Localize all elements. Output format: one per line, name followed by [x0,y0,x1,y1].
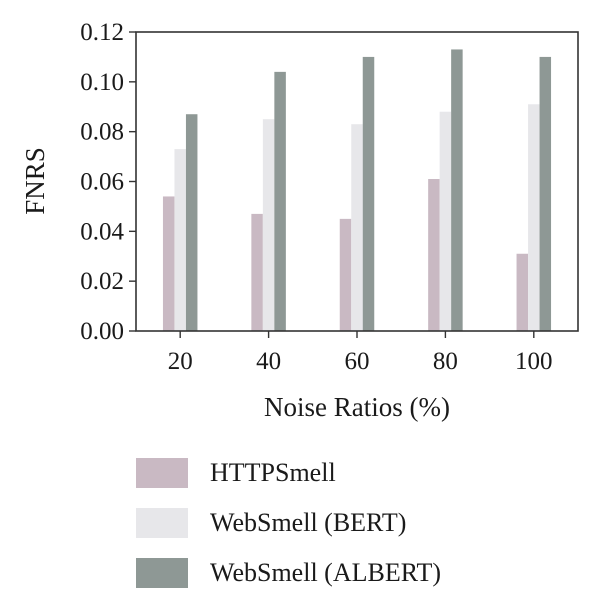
x-tick-label: 60 [345,348,370,375]
legend-item-websmell-albert: WebSmell (ALBERT) [136,548,441,598]
bar-websmell-bert-100 [528,104,540,331]
legend-swatch-httpsmell [136,458,188,488]
bar-httpsmell-80 [428,179,440,331]
x-tick-label: 40 [256,348,281,375]
bar-websmell-albert-100 [539,56,552,332]
bar-httpsmell-60 [339,218,352,331]
legend: HTTPSmell WebSmell (BERT) WebSmell (ALBE… [136,448,441,598]
x-axis-label: Noise Ratios (%) [264,392,450,422]
legend-label-websmell-bert: WebSmell (BERT) [210,508,407,537]
bar-websmell-bert-20 [174,149,186,331]
y-tick-label: 0.02 [80,268,124,295]
x-tick-label: 20 [168,348,193,375]
bar-websmell-bert-40 [262,119,275,331]
x-tick-label: 100 [515,348,553,375]
bar-websmell-albert-40 [274,71,286,331]
bars-group [162,49,552,332]
legend-label-httpsmell: HTTPSmell [210,458,336,487]
legend-item-httpsmell: HTTPSmell [136,448,441,498]
y-tick-label: 0.08 [80,119,124,146]
y-tick-label: 0.04 [80,218,124,245]
legend-swatch-websmell-bert [136,508,188,538]
bar-httpsmell-40 [251,213,263,331]
y-tick-label: 0.10 [80,69,124,96]
bar-websmell-albert-20 [185,114,198,331]
y-axis-ticks: 0.00 0.02 0.04 0.06 0.08 0.10 0.12 [80,19,136,345]
bar-websmell-albert-80 [451,49,463,332]
y-tick-label: 0.06 [80,169,124,196]
bar-httpsmell-100 [516,253,529,331]
legend-label-websmell-albert: WebSmell (ALBERT) [210,558,442,587]
legend-item-websmell-bert: WebSmell (BERT) [136,498,441,548]
y-tick-label: 0.12 [80,19,124,46]
x-tick-label: 80 [433,348,458,375]
y-tick-label: 0.00 [80,318,124,345]
y-axis-label: FNRS [20,147,50,215]
x-axis-ticks: 20 40 60 80 100 [168,331,553,375]
bar-websmell-albert-60 [362,56,375,332]
bar-websmell-bert-80 [439,111,452,331]
legend-swatch-websmell-albert [136,558,188,588]
bar-websmell-bert-60 [351,124,363,331]
bar-httpsmell-20 [162,196,175,331]
